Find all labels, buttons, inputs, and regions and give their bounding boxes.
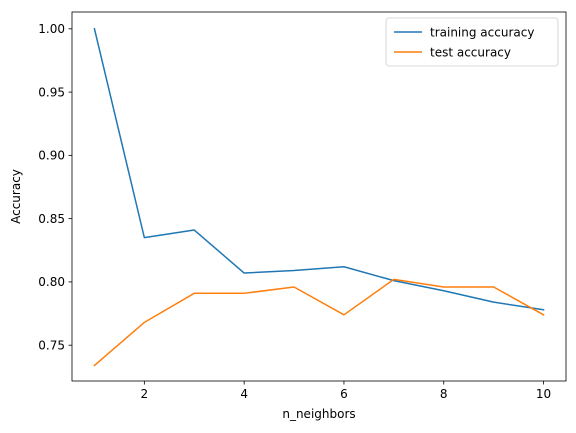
- y-tick-label: 0.95: [38, 85, 65, 99]
- y-tick-label: 1.00: [38, 22, 65, 36]
- series-line-0: [93, 27, 545, 311]
- legend-label: test accuracy: [430, 45, 511, 59]
- x-tick-label: 10: [536, 387, 551, 401]
- axes-frame: [71, 11, 567, 382]
- plot-area: [72, 12, 566, 381]
- series-layer: [93, 27, 545, 367]
- series-line-1: [93, 278, 545, 367]
- x-axis-label: n_neighbors: [282, 407, 355, 421]
- legend-box: [385, 17, 559, 67]
- legend-label: training accuracy: [430, 25, 534, 39]
- y-tick-label: 0.90: [38, 149, 65, 163]
- legend: training accuracy test accuracy: [385, 17, 559, 67]
- y-tick-label: 0.85: [38, 212, 65, 226]
- x-tick-label: 2: [141, 387, 149, 401]
- axes-layer: 2 4 6 8 10 0.75 0.80 0.85 0.90 0.95 1.00: [38, 11, 567, 401]
- x-tick-label: 6: [340, 387, 348, 401]
- y-tick-label: 0.80: [38, 275, 65, 289]
- x-tick-label: 8: [440, 387, 448, 401]
- y-axis-label: Accuracy: [9, 169, 23, 224]
- x-tick-label: 4: [240, 387, 248, 401]
- y-tick-label: 0.75: [38, 338, 65, 352]
